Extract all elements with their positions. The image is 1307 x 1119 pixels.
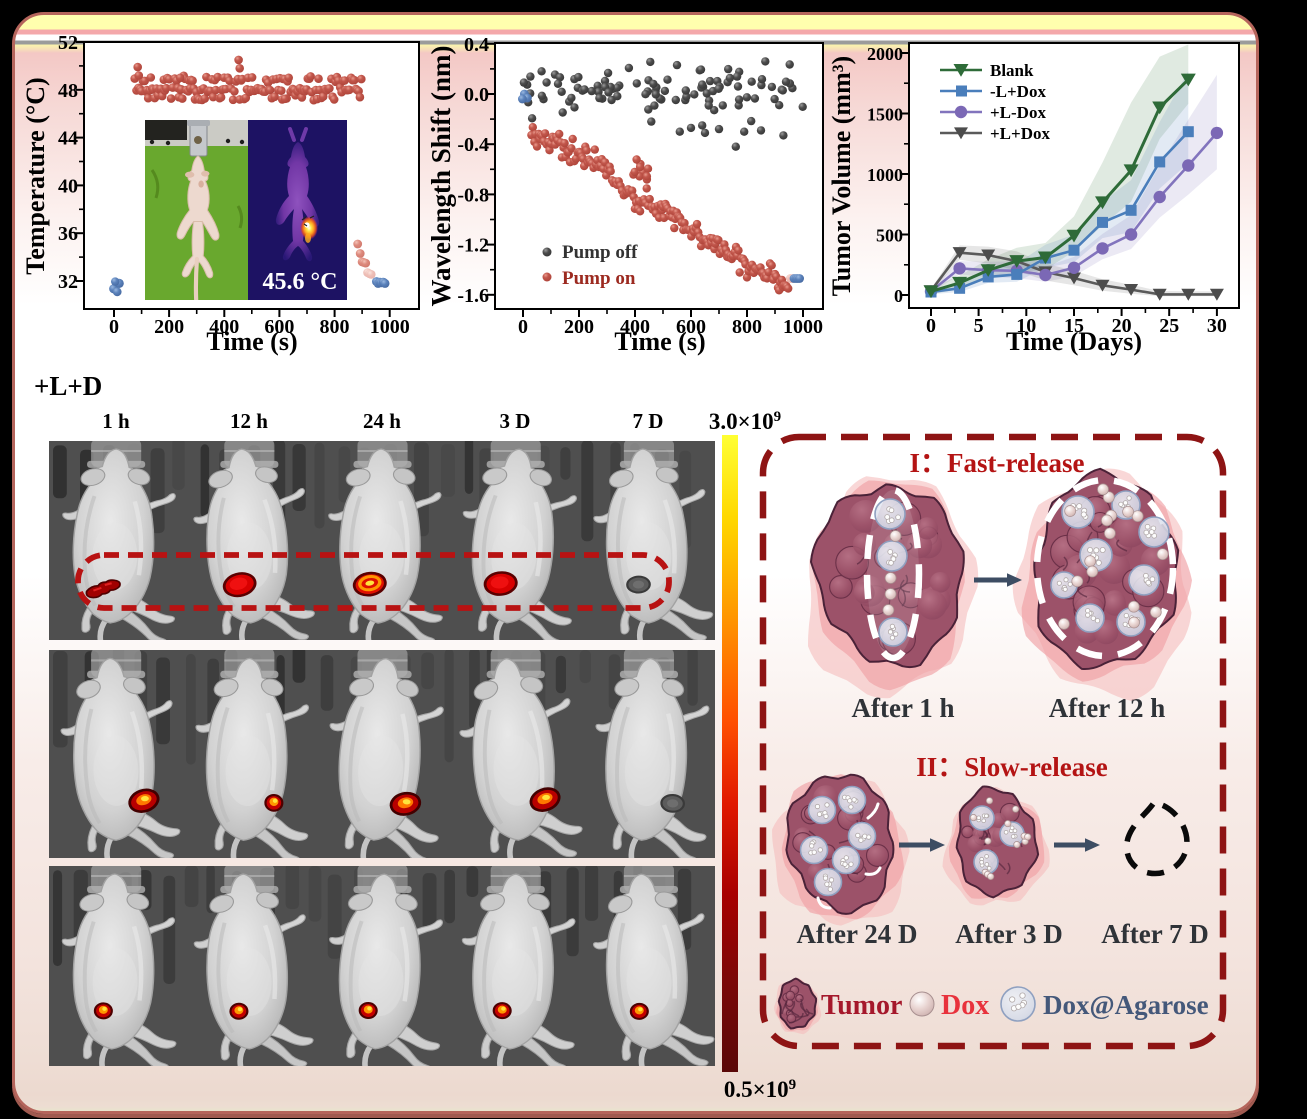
svg-text:Time (s): Time (s) — [614, 327, 705, 356]
svg-text:400: 400 — [209, 316, 239, 338]
svg-text:1000: 1000 — [783, 316, 823, 338]
svg-text:0.5×109: 0.5×109 — [724, 1077, 796, 1102]
svg-text:After 12 h: After 12 h — [1049, 693, 1165, 723]
svg-text:24 h: 24 h — [363, 409, 401, 433]
svg-text:-0.8: -0.8 — [457, 184, 489, 206]
svg-text:800: 800 — [320, 316, 350, 338]
svg-text:-L+Dox: -L+Dox — [990, 82, 1046, 101]
svg-text:5: 5 — [974, 315, 984, 337]
svg-text:Tumor: Tumor — [821, 990, 902, 1021]
svg-text:3 D: 3 D — [500, 409, 531, 433]
svg-text:400: 400 — [620, 316, 650, 338]
svg-text:0: 0 — [109, 316, 119, 338]
svg-text:10: 10 — [1016, 315, 1036, 337]
svg-text:Dox@Agarose: Dox@Agarose — [1043, 990, 1209, 1020]
svg-text:-1.2: -1.2 — [457, 235, 489, 257]
svg-text:200: 200 — [154, 316, 184, 338]
svg-text:40: 40 — [58, 175, 78, 197]
svg-text:Pump on: Pump on — [562, 268, 636, 289]
svg-text:25: 25 — [1159, 315, 1179, 337]
svg-text:45.6 °C: 45.6 °C — [263, 269, 338, 295]
svg-text:200: 200 — [564, 316, 594, 338]
svg-text:After 1 h: After 1 h — [852, 693, 955, 723]
svg-text:800: 800 — [732, 316, 762, 338]
svg-text:20: 20 — [1112, 315, 1132, 337]
svg-text:0.4: 0.4 — [464, 34, 489, 56]
svg-text:Time (Days): Time (Days) — [1006, 327, 1142, 356]
svg-text:Tumor Volume (mm³): Tumor Volume (mm³) — [827, 56, 856, 296]
svg-text:Wavelength Shift (nm): Wavelength Shift (nm) — [426, 45, 456, 306]
svg-text:52: 52 — [58, 32, 78, 54]
svg-text:44: 44 — [58, 128, 78, 150]
svg-text:Dox: Dox — [941, 990, 989, 1021]
svg-text:After 24 D: After 24 D — [797, 919, 918, 949]
svg-text:1000: 1000 — [370, 316, 410, 338]
svg-text:0: 0 — [926, 315, 936, 337]
svg-text:0: 0 — [518, 316, 528, 338]
svg-text:48: 48 — [58, 80, 78, 102]
svg-text:Temperature (°C): Temperature (°C) — [21, 77, 50, 274]
svg-text:600: 600 — [676, 316, 706, 338]
svg-text:After 3 D: After 3 D — [955, 919, 1062, 949]
svg-text:500: 500 — [876, 226, 903, 246]
svg-text:32: 32 — [58, 271, 78, 293]
svg-text:12 h: 12 h — [230, 409, 268, 433]
svg-text:+L-Dox: +L-Dox — [990, 103, 1046, 122]
svg-text:II：Slow-release: II：Slow-release — [916, 752, 1107, 782]
svg-text:30: 30 — [1207, 315, 1227, 337]
svg-text:I：Fast-release: I：Fast-release — [910, 448, 1085, 478]
svg-text:-0.4: -0.4 — [457, 134, 489, 156]
svg-text:0: 0 — [894, 286, 903, 306]
svg-text:1500: 1500 — [867, 105, 903, 125]
svg-text:1000: 1000 — [867, 165, 903, 185]
svg-text:36: 36 — [58, 223, 78, 245]
svg-text:Blank: Blank — [990, 61, 1034, 80]
svg-text:15: 15 — [1064, 315, 1084, 337]
svg-text:After 7 D: After 7 D — [1101, 919, 1208, 949]
svg-text:-1.6: -1.6 — [457, 285, 489, 307]
svg-text:0.0: 0.0 — [464, 84, 489, 106]
svg-text:Time (s): Time (s) — [206, 327, 297, 356]
svg-text:3.0×109: 3.0×109 — [709, 409, 781, 434]
svg-text:7 D: 7 D — [633, 409, 664, 433]
svg-text:Pump off: Pump off — [562, 242, 638, 263]
svg-text:+L+D: +L+D — [34, 371, 102, 401]
svg-text:+L+Dox: +L+Dox — [990, 124, 1050, 143]
svg-text:600: 600 — [264, 316, 294, 338]
svg-text:1 h: 1 h — [102, 409, 130, 433]
svg-text:2000: 2000 — [867, 44, 903, 64]
